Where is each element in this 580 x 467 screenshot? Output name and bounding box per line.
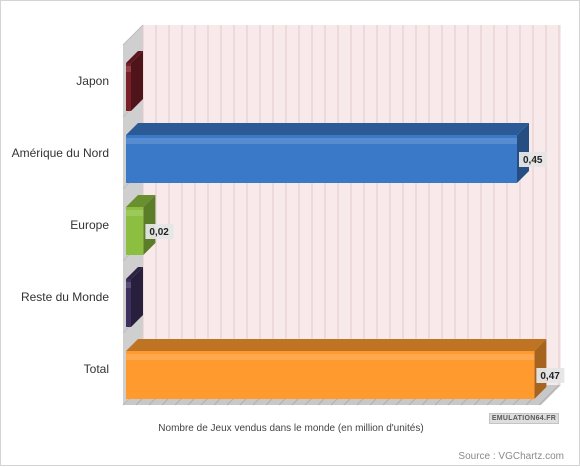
data-label: 0,45 bbox=[523, 155, 543, 166]
bar-top bbox=[126, 51, 143, 63]
bar bbox=[126, 63, 131, 111]
category-label: Reste du Monde bbox=[21, 290, 109, 304]
category-tick bbox=[122, 24, 144, 46]
bar bbox=[126, 207, 144, 255]
bar-top bbox=[126, 267, 143, 279]
data-label: 0,02 bbox=[149, 227, 169, 238]
source-note: Source : VGChartz.com bbox=[458, 451, 564, 462]
category-label: Amérique du Nord bbox=[12, 146, 109, 160]
bar-end bbox=[131, 51, 143, 111]
data-label: 0,47 bbox=[540, 371, 560, 382]
category-label: Total bbox=[84, 362, 109, 376]
bar-highlight bbox=[126, 282, 131, 288]
bar-highlight bbox=[126, 138, 517, 144]
category-label: Europe bbox=[70, 218, 109, 232]
x-axis-title: Nombre de Jeux vendus dans le monde (en … bbox=[158, 423, 423, 434]
bar-top bbox=[126, 339, 547, 351]
bar-highlight bbox=[126, 66, 131, 72]
bar-top bbox=[126, 195, 156, 207]
bar-highlight bbox=[126, 210, 144, 216]
plot-back-wall bbox=[143, 25, 561, 385]
bar-highlight bbox=[126, 354, 535, 360]
floor-grid-line bbox=[538, 384, 560, 406]
site-logo: EMULATION64.FR bbox=[489, 413, 559, 424]
data-label-box bbox=[145, 224, 174, 239]
bar bbox=[126, 279, 131, 327]
bar-end bbox=[131, 267, 143, 327]
category-label: Japon bbox=[76, 74, 109, 88]
data-label-box bbox=[536, 368, 565, 383]
data-label-box bbox=[519, 152, 547, 167]
bar-top bbox=[126, 123, 529, 135]
